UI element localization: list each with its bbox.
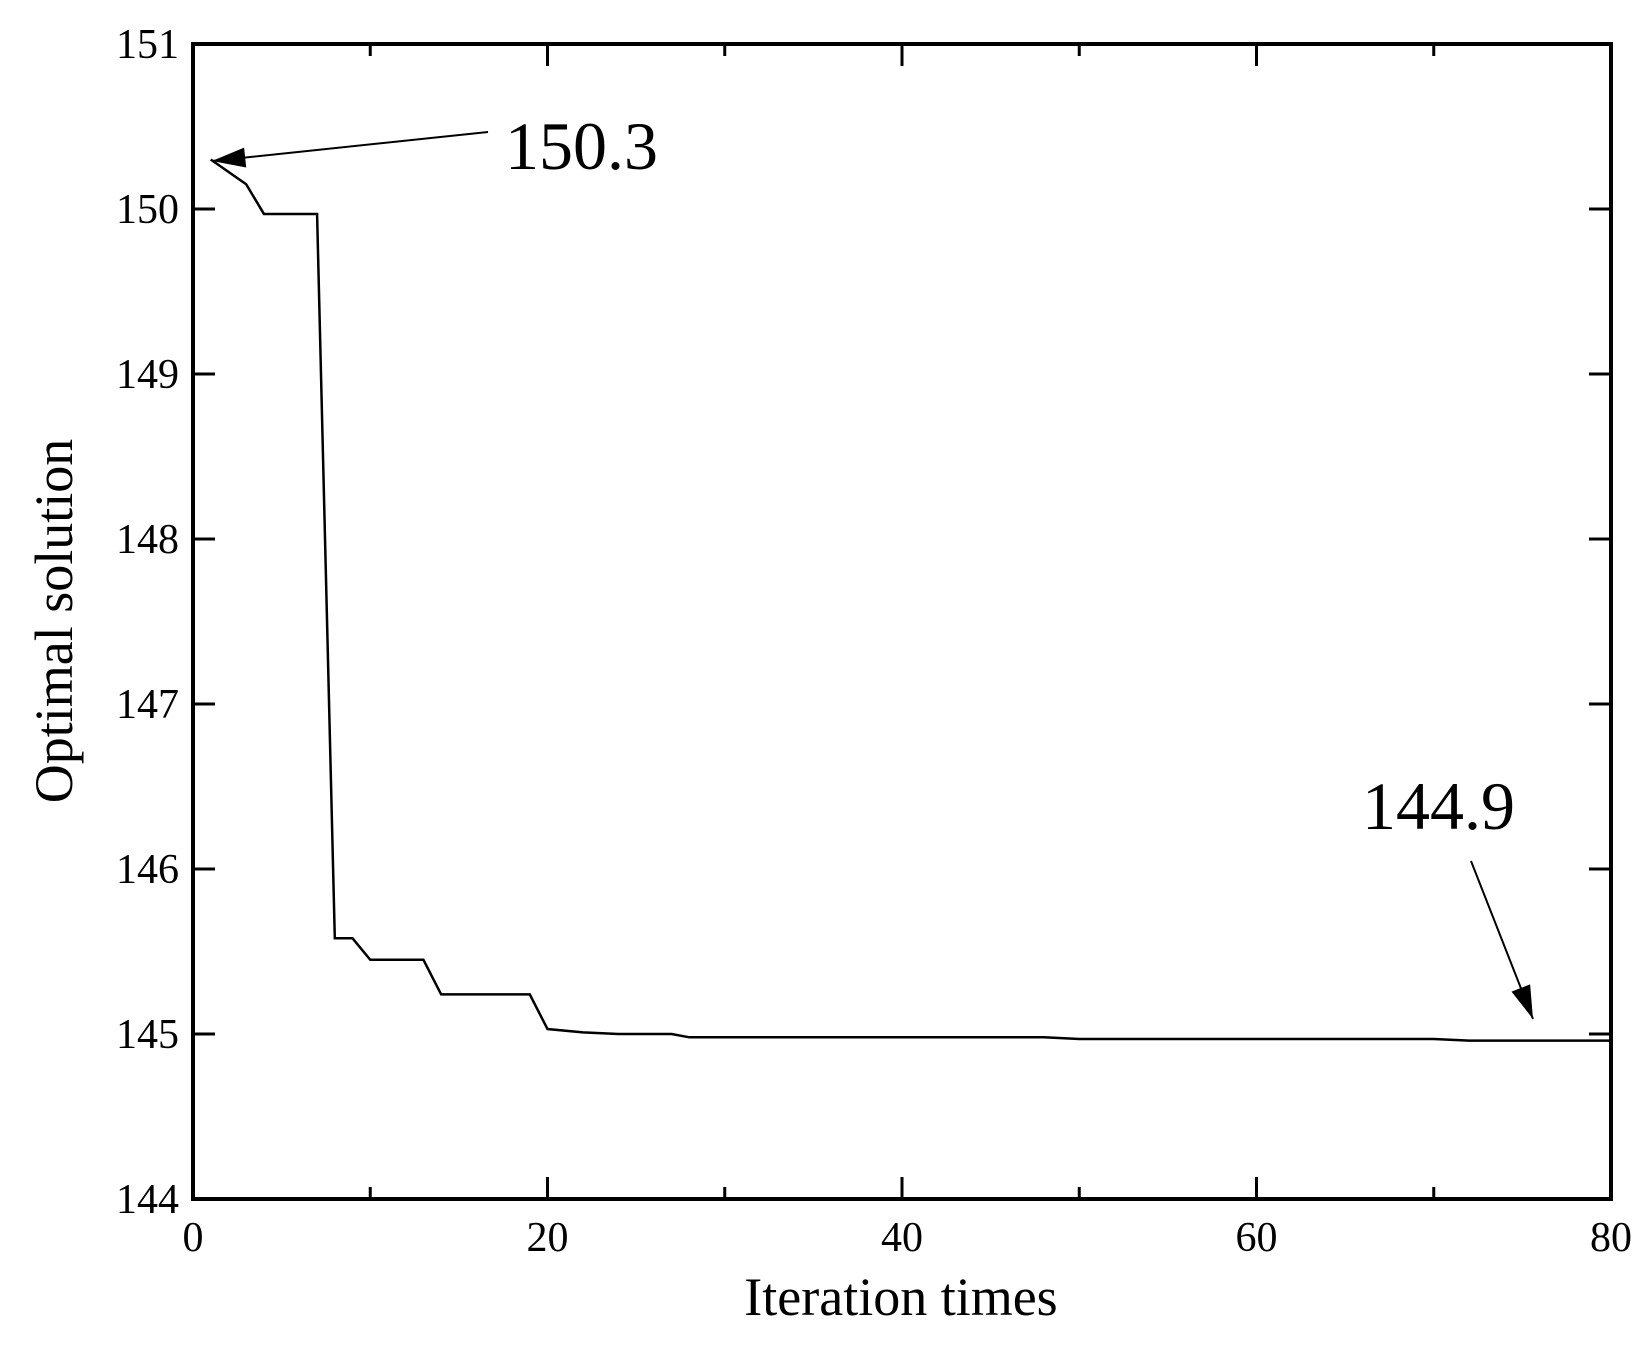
x-tick-label: 0 bbox=[183, 1215, 204, 1261]
annotation-arrow bbox=[211, 131, 489, 168]
y-tick-label: 145 bbox=[116, 1012, 179, 1058]
x-tick-label: 40 bbox=[881, 1215, 923, 1261]
annotation-arrow bbox=[1470, 860, 1534, 1020]
annotation: 150.3 bbox=[505, 108, 658, 184]
x-axis-label: Iteration times bbox=[744, 1267, 1057, 1327]
x-tick-label: 80 bbox=[1590, 1215, 1632, 1261]
data-line bbox=[210, 158, 1611, 1042]
plot-frame bbox=[191, 42, 1613, 1201]
annotation: 144.9 bbox=[1362, 768, 1515, 844]
x-tick-label: 20 bbox=[527, 1215, 569, 1261]
y-tick-label: 150 bbox=[116, 187, 179, 233]
y-tick-label: 149 bbox=[116, 352, 179, 398]
y-tick-label: 148 bbox=[116, 517, 179, 563]
y-tick-label: 147 bbox=[116, 682, 179, 728]
y-tick-label: 144 bbox=[116, 1177, 179, 1223]
y-tick-label: 146 bbox=[116, 847, 179, 893]
y-axis-label: Optimal solution bbox=[24, 439, 84, 804]
y-tick-label: 151 bbox=[116, 22, 179, 68]
x-tick-label: 60 bbox=[1236, 1215, 1278, 1261]
